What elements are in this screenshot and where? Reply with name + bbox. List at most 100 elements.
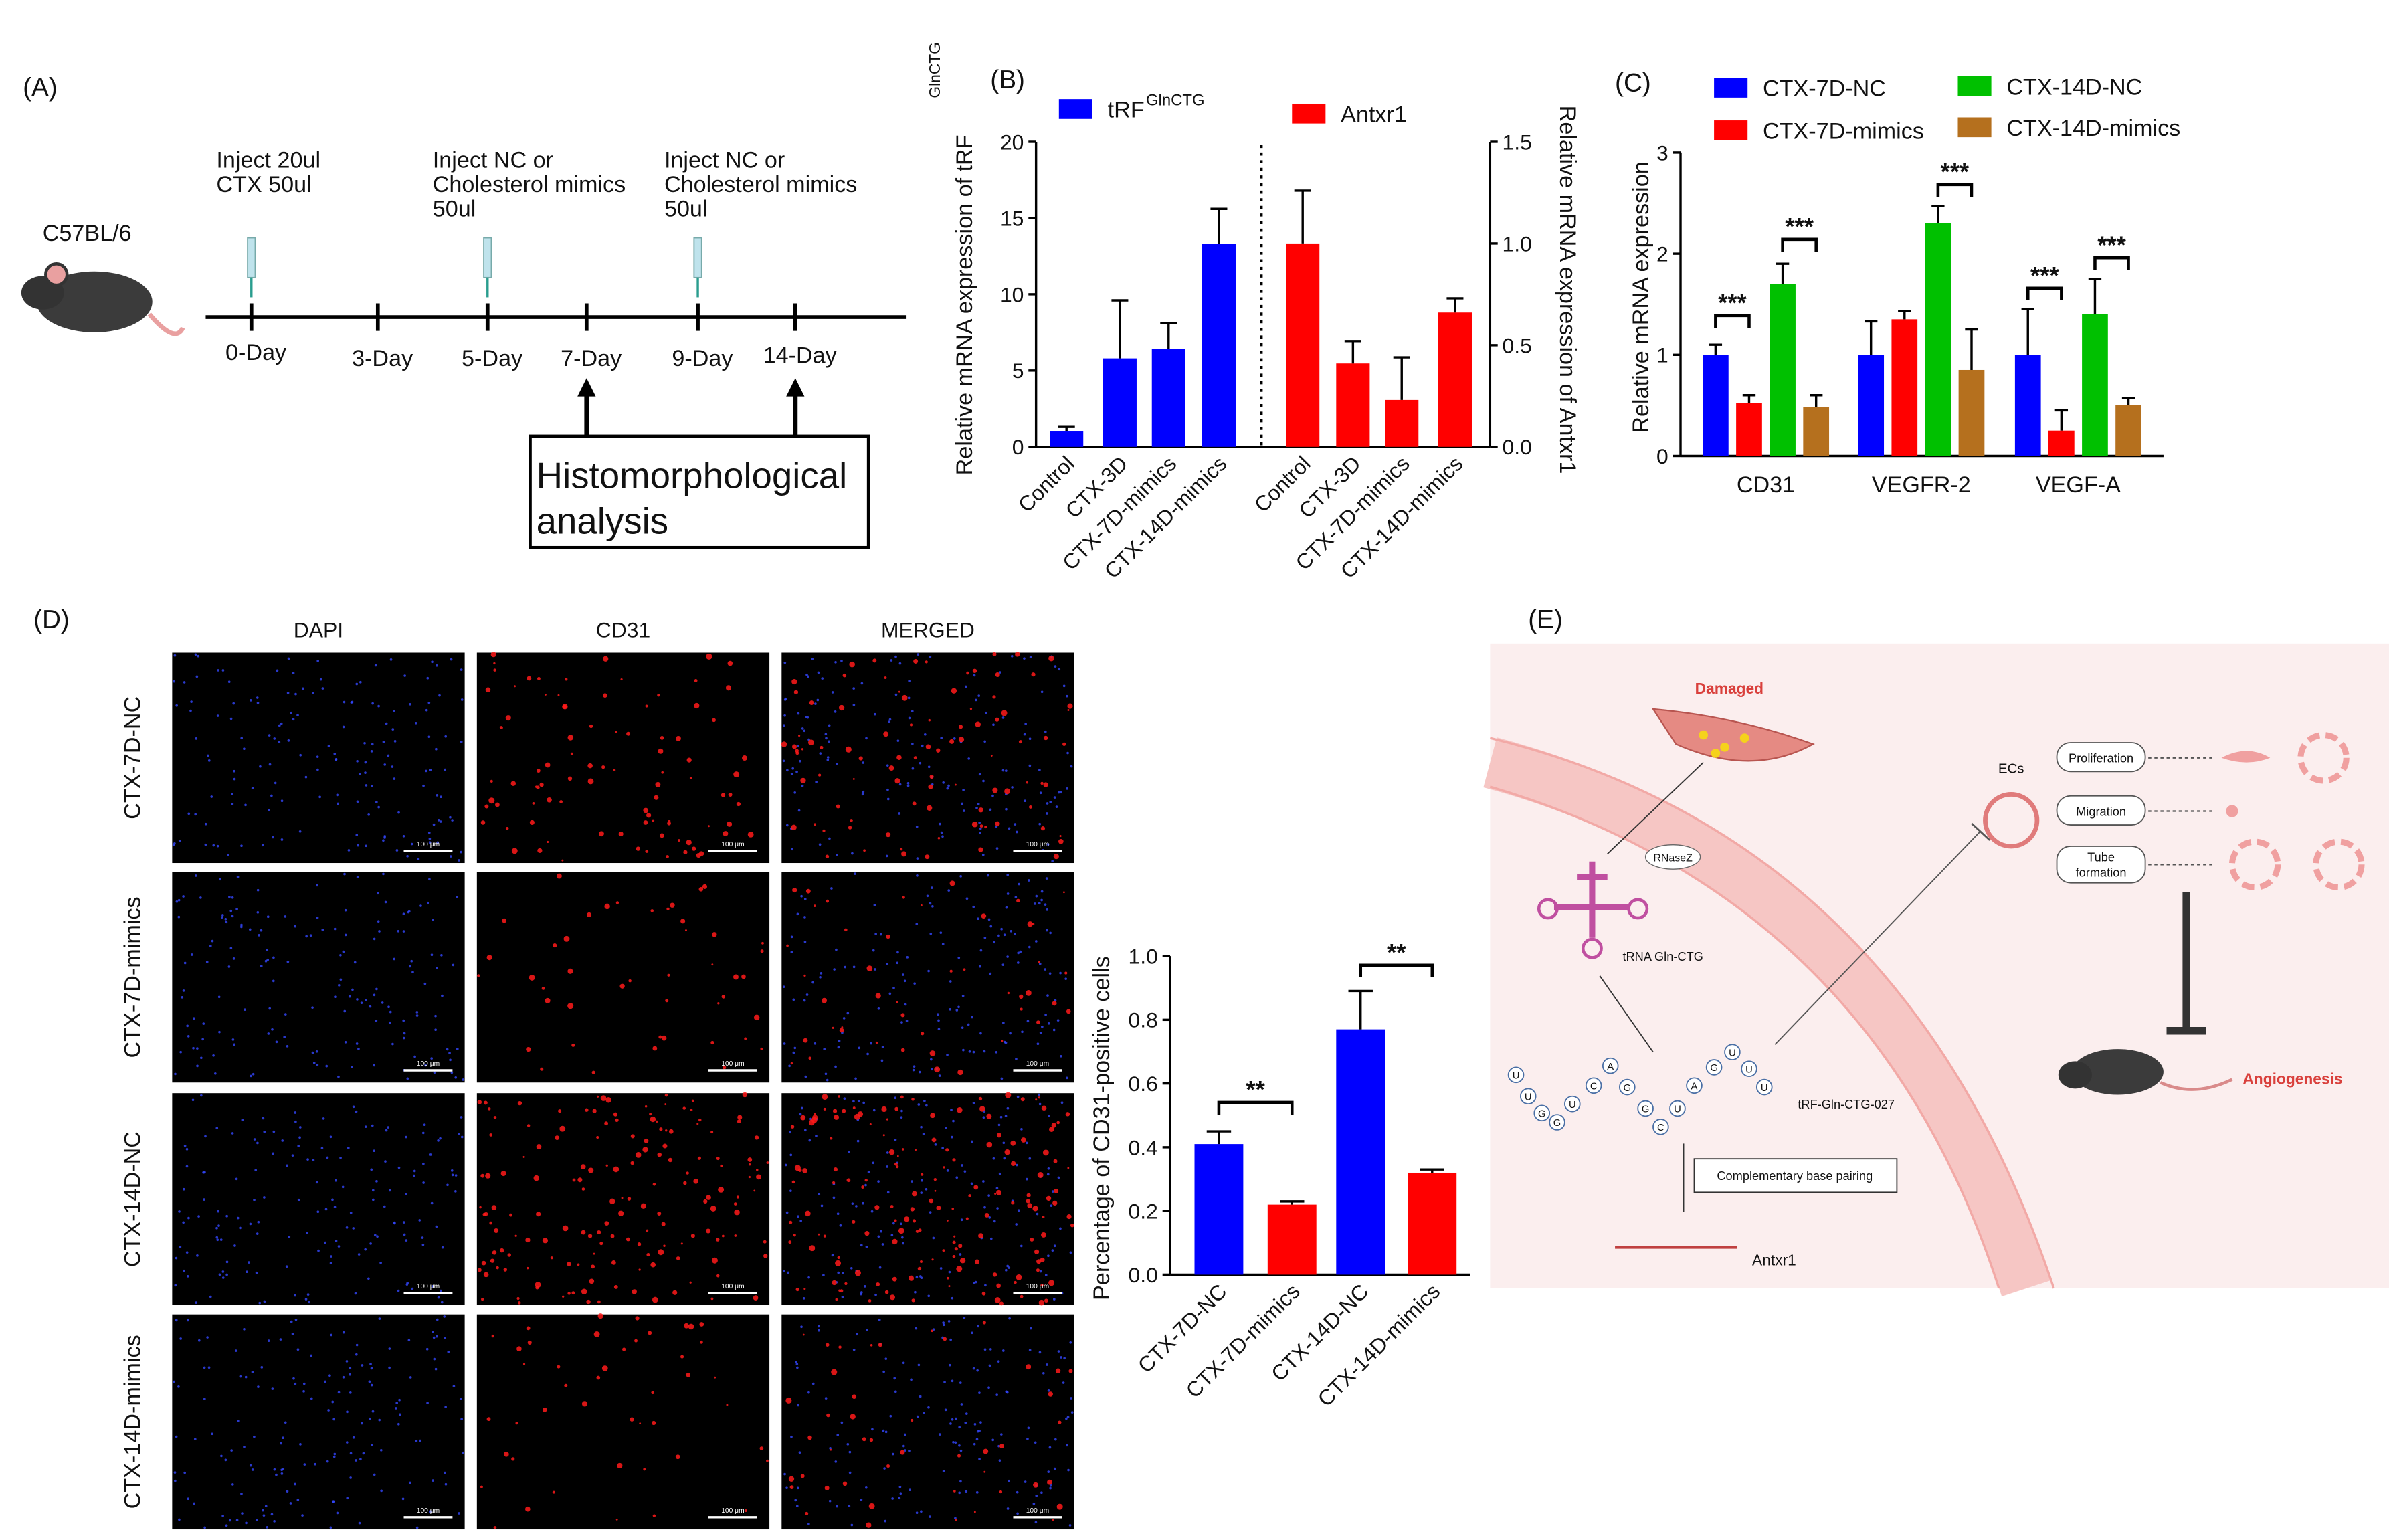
injection-label: Cholesterol mimics xyxy=(664,172,857,197)
dapi-signal xyxy=(819,975,822,979)
dapi-signal xyxy=(428,878,431,881)
cd31-signal xyxy=(680,919,686,924)
dapi-signal xyxy=(193,1017,195,1020)
dapi-signal xyxy=(1057,1350,1060,1353)
dapi-signal xyxy=(991,794,994,797)
cd31-signal xyxy=(689,777,692,779)
cd31-signal xyxy=(795,749,799,753)
dapi-signal xyxy=(444,1471,446,1474)
dapi-signal xyxy=(867,1171,870,1173)
dapi-signal xyxy=(1042,1371,1045,1375)
cd31-signal xyxy=(477,1100,482,1104)
dapi-signal xyxy=(1004,1268,1008,1272)
dapi-signal xyxy=(294,1111,297,1114)
dapi-signal xyxy=(1015,1058,1018,1060)
dapi-signal xyxy=(893,1377,896,1380)
dapi-signal xyxy=(233,1244,236,1247)
dapi-signal xyxy=(975,1438,979,1441)
dapi-signal xyxy=(187,812,191,815)
dapi-signal xyxy=(911,1180,913,1183)
cd31-signal xyxy=(1043,782,1048,787)
cd31-signal xyxy=(894,1106,898,1111)
dapi-signal xyxy=(227,854,229,856)
cd31-signal xyxy=(862,1437,866,1442)
dapi-signal xyxy=(892,987,895,989)
dapi-signal xyxy=(884,1519,887,1523)
dapi-signal xyxy=(232,957,235,960)
cd31-signal xyxy=(955,1519,957,1521)
cd31-signal xyxy=(593,1252,595,1255)
dapi-signal xyxy=(1066,1444,1068,1447)
cd31-signal xyxy=(973,1185,979,1190)
dapi-signal xyxy=(345,1441,349,1444)
dapi-signal xyxy=(179,1337,182,1340)
dapi-signal xyxy=(249,1464,252,1467)
dapi-signal xyxy=(793,791,797,794)
panel-label: (B) xyxy=(990,66,1025,94)
dapi-signal xyxy=(786,769,789,772)
dapi-signal xyxy=(415,721,417,725)
dapi-signal xyxy=(783,724,785,727)
dapi-signal xyxy=(419,1439,421,1442)
dapi-signal xyxy=(218,1030,221,1034)
cd31-signal xyxy=(937,836,941,840)
dapi-signal xyxy=(896,739,900,742)
dapi-signal xyxy=(230,1449,233,1452)
dapi-signal xyxy=(262,1514,266,1517)
dapi-signal xyxy=(458,859,460,862)
cd31-signal xyxy=(912,1219,916,1223)
cd31-signal xyxy=(766,1161,769,1164)
dapi-signal xyxy=(317,1249,320,1252)
dapi-signal xyxy=(814,702,817,705)
dapi-signal xyxy=(236,876,240,878)
dapi-signal xyxy=(460,1418,463,1421)
cd31-signal xyxy=(648,1331,652,1335)
dapi-signal xyxy=(916,857,919,860)
cd31-signal xyxy=(852,1106,856,1110)
cd31-signal xyxy=(868,1503,875,1509)
cd31-signal xyxy=(696,852,701,858)
dapi-signal xyxy=(805,673,808,676)
cd31-signal xyxy=(834,1115,840,1120)
cd31-signal xyxy=(874,1205,880,1210)
cd31-signal xyxy=(949,739,955,744)
cd31-signal xyxy=(838,1345,842,1349)
dapi-signal xyxy=(965,1412,968,1415)
dapi-signal xyxy=(900,1222,902,1226)
dapi-signal xyxy=(848,1150,850,1153)
dapi-signal xyxy=(987,918,991,921)
dapi-signal xyxy=(1003,1040,1006,1044)
dapi-signal xyxy=(870,1042,872,1045)
dapi-signal xyxy=(460,1116,463,1119)
dapi-signal xyxy=(185,1165,189,1168)
cd31-signal xyxy=(675,1454,680,1460)
y-axis-label: Relative mRNA expression of tRF xyxy=(952,134,977,475)
dapi-signal xyxy=(294,1482,296,1486)
significance-bracket xyxy=(1936,183,1974,197)
dapi-signal xyxy=(333,1206,337,1209)
dapi-signal xyxy=(910,1378,913,1381)
dapi-signal xyxy=(311,1051,314,1054)
cd31-signal xyxy=(808,1119,815,1126)
dapi-signal xyxy=(840,1421,844,1424)
dapi-signal xyxy=(337,983,341,987)
cd31-signal xyxy=(553,943,557,948)
process-label: Proliferation xyxy=(2069,752,2133,765)
dapi-signal xyxy=(402,834,405,838)
dapi-signal xyxy=(820,971,823,975)
dapi-signal xyxy=(1008,1479,1010,1482)
cd31-signal xyxy=(1067,1167,1070,1169)
dapi-signal xyxy=(231,1132,234,1135)
dapi-signal xyxy=(337,802,339,805)
error-bar xyxy=(1393,356,1410,400)
dapi-signal xyxy=(790,935,793,939)
dapi-signal xyxy=(319,678,322,681)
dapi-signal xyxy=(801,1106,803,1110)
dapi-signal xyxy=(427,735,431,739)
cd31-signal xyxy=(1042,1216,1045,1218)
cd31-signal xyxy=(699,1340,703,1344)
cd31-signal xyxy=(1054,1188,1059,1193)
cd31-signal xyxy=(698,1118,702,1122)
dapi-signal xyxy=(803,916,806,919)
cd31-signal xyxy=(852,1394,857,1400)
